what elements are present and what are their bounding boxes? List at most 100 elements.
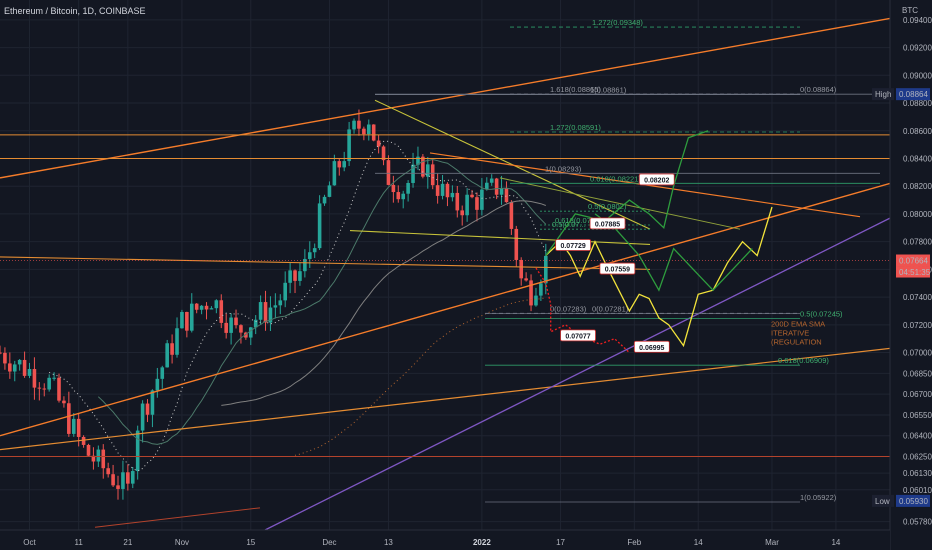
candle-body (357, 120, 361, 129)
candle (253, 315, 258, 335)
candle-body (435, 185, 440, 196)
candle-body (514, 228, 519, 260)
chart-title: Ethereum / Bitcoin, 1D, COINBASE (4, 6, 146, 16)
low-badge: Low 0.05930 (872, 494, 930, 507)
price-tick-label: 0.07800 (903, 238, 932, 247)
candle (244, 331, 248, 340)
rising-support-line (0, 182, 891, 437)
fib-label: 1(0.05922) (800, 493, 837, 502)
candle (366, 119, 371, 141)
candle-body (8, 363, 12, 372)
candle (121, 460, 125, 500)
ma-mid-line (97, 158, 547, 445)
high-badge-tag-text: High (875, 90, 891, 99)
bottom-ray-line (94, 507, 261, 528)
candle (268, 296, 273, 332)
high-badge-tag (872, 88, 894, 101)
yellow-scenario-path (545, 206, 773, 348)
candle-body (455, 192, 460, 211)
time-tick-label: 13 (384, 538, 393, 547)
price-tick-label: 0.06400 (903, 432, 932, 441)
candle (489, 174, 494, 186)
fib-label: 1.272(0.09348) (592, 18, 643, 27)
candle-body (130, 471, 135, 484)
candle-body (81, 436, 86, 445)
candle-body (244, 332, 248, 338)
callout-0.07077: 0.07077 (560, 329, 596, 342)
time-tick-label: Oct (23, 538, 36, 547)
candle (332, 154, 337, 186)
candle-body (519, 259, 524, 279)
callout-value: 0.07885 (595, 221, 620, 228)
candle-body (121, 472, 125, 489)
callout-box (560, 329, 596, 342)
candle-body (460, 210, 465, 216)
fib-label: 0(0.07281) (592, 305, 629, 314)
callout-0.07729: 0.07729 (555, 239, 592, 251)
candle-body (180, 311, 184, 329)
upper-channel-line (0, 17, 891, 179)
candle-body (440, 183, 445, 196)
candle-body (322, 196, 327, 204)
low-badge-tag-text: Low (875, 497, 890, 506)
candle-body (111, 474, 115, 486)
fib-label: 0.618(0.06909) (778, 356, 829, 365)
candle-body (421, 156, 425, 177)
time-tick-label: Feb (627, 538, 641, 547)
candle-body (278, 300, 283, 306)
candle (204, 302, 209, 320)
candle-body (465, 194, 469, 216)
candle (189, 293, 194, 333)
price-tick-label: 0.07000 (903, 349, 932, 358)
annotation-line: 200D EMA SMA (771, 320, 825, 329)
candle (303, 249, 307, 278)
candle (106, 462, 110, 478)
candle (514, 225, 519, 267)
scenario-callouts: 0.08202 0.07885 0.07729 0.07559 0.07077 0.069… (555, 173, 675, 353)
candle (396, 185, 401, 203)
candle-body (298, 271, 302, 281)
candle (362, 126, 366, 141)
candle-body (327, 185, 332, 197)
fib-label: 0(0.08864) (800, 85, 837, 94)
time-tick-label: 14 (831, 538, 840, 547)
candle-body (116, 485, 120, 489)
candle-body (0, 352, 2, 354)
candle-body (86, 444, 91, 456)
time-tick-label: 21 (123, 538, 132, 547)
candle-body (381, 146, 386, 161)
candle (524, 272, 528, 282)
high-badge-box (896, 88, 930, 101)
candle (317, 195, 322, 251)
candle (509, 200, 514, 235)
candle-body (283, 282, 287, 301)
candle-body (489, 178, 494, 183)
candle-body (480, 189, 484, 210)
time-axis: Oct 11 21 Nov 15 Dec 13 2022 17 Feb 14 Mar 14 (0, 529, 890, 550)
candle (288, 262, 292, 294)
candle (406, 180, 410, 202)
candle-body (126, 472, 130, 484)
candle-body (263, 302, 268, 323)
candle (312, 243, 317, 259)
candle (376, 134, 381, 154)
candle (52, 372, 56, 381)
price-tick-label: 0.06700 (903, 390, 932, 399)
price-tick-label: 0.09000 (903, 71, 932, 80)
candle-body (62, 400, 66, 404)
candle-body (160, 367, 165, 379)
candle (455, 185, 460, 218)
candle-body (239, 325, 243, 333)
candle-body (42, 388, 47, 390)
green-up-path (545, 130, 709, 256)
price-tick-label: 0.08400 (903, 154, 932, 163)
candle-body (145, 403, 150, 415)
candle (421, 154, 425, 179)
time-axis-bg (0, 530, 890, 550)
candle-body (214, 300, 219, 309)
price-unit: BTC (902, 6, 918, 15)
red-down-path (535, 267, 630, 354)
candle (529, 274, 533, 312)
current-price-badge-value: 0.07664 (899, 257, 928, 266)
